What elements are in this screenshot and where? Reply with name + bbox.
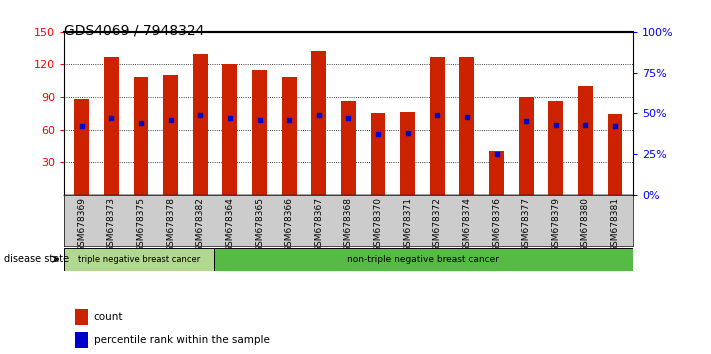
Bar [214, 248, 633, 271]
Point [550, 122, 562, 127]
Text: triple negative breast cancer: triple negative breast cancer [77, 255, 200, 264]
Text: GDS4069 / 7948324: GDS4069 / 7948324 [64, 23, 204, 37]
Text: GSM678365: GSM678365 [255, 197, 264, 252]
Bar [341, 101, 356, 195]
Text: GSM678377: GSM678377 [522, 197, 530, 252]
Point [165, 117, 176, 122]
Point [520, 119, 532, 124]
Point [195, 112, 206, 118]
Point [432, 112, 443, 118]
Bar [75, 309, 88, 325]
Bar [223, 64, 237, 195]
Bar [282, 78, 296, 195]
Text: GSM678378: GSM678378 [166, 197, 175, 252]
Text: GSM678372: GSM678372 [433, 197, 442, 252]
Text: GSM678382: GSM678382 [196, 197, 205, 252]
Text: GSM678366: GSM678366 [284, 197, 294, 252]
Bar [164, 75, 178, 195]
Point [224, 115, 235, 121]
Point [491, 151, 502, 157]
Text: GSM678375: GSM678375 [137, 197, 146, 252]
Bar [134, 78, 149, 195]
Bar [578, 86, 593, 195]
Bar [311, 51, 326, 195]
Point [254, 117, 265, 122]
Point [284, 117, 295, 122]
Bar [548, 101, 563, 195]
Bar [519, 97, 533, 195]
Point [461, 114, 473, 119]
Text: GSM678381: GSM678381 [611, 197, 619, 252]
Point [579, 122, 591, 127]
Text: GSM678370: GSM678370 [373, 197, 383, 252]
Bar [75, 332, 88, 348]
Bar [459, 57, 474, 195]
Text: GSM678369: GSM678369 [77, 197, 86, 252]
Text: GSM678373: GSM678373 [107, 197, 116, 252]
Bar [193, 53, 208, 195]
Text: GSM678376: GSM678376 [492, 197, 501, 252]
Bar [104, 57, 119, 195]
Text: GSM678371: GSM678371 [403, 197, 412, 252]
Bar [608, 114, 622, 195]
Point [76, 124, 87, 129]
Text: GSM678368: GSM678368 [344, 197, 353, 252]
Point [609, 124, 621, 129]
Text: disease state: disease state [4, 254, 69, 264]
Bar [252, 70, 267, 195]
Text: GSM678379: GSM678379 [551, 197, 560, 252]
Point [343, 115, 354, 121]
Bar [370, 113, 385, 195]
Text: GSM678364: GSM678364 [225, 197, 235, 252]
Text: GSM678380: GSM678380 [581, 197, 590, 252]
Point [106, 115, 117, 121]
Point [373, 132, 384, 137]
Text: percentile rank within the sample: percentile rank within the sample [94, 335, 269, 345]
Text: GSM678367: GSM678367 [314, 197, 324, 252]
Bar [430, 57, 444, 195]
Point [402, 130, 413, 136]
Bar [400, 112, 415, 195]
Text: non-triple negative breast cancer: non-triple negative breast cancer [347, 255, 499, 264]
Bar [64, 248, 214, 271]
Text: GSM678374: GSM678374 [462, 197, 471, 252]
Bar [489, 151, 504, 195]
Bar [75, 99, 89, 195]
Point [313, 112, 324, 118]
Text: count: count [94, 312, 123, 322]
Point [135, 120, 146, 126]
